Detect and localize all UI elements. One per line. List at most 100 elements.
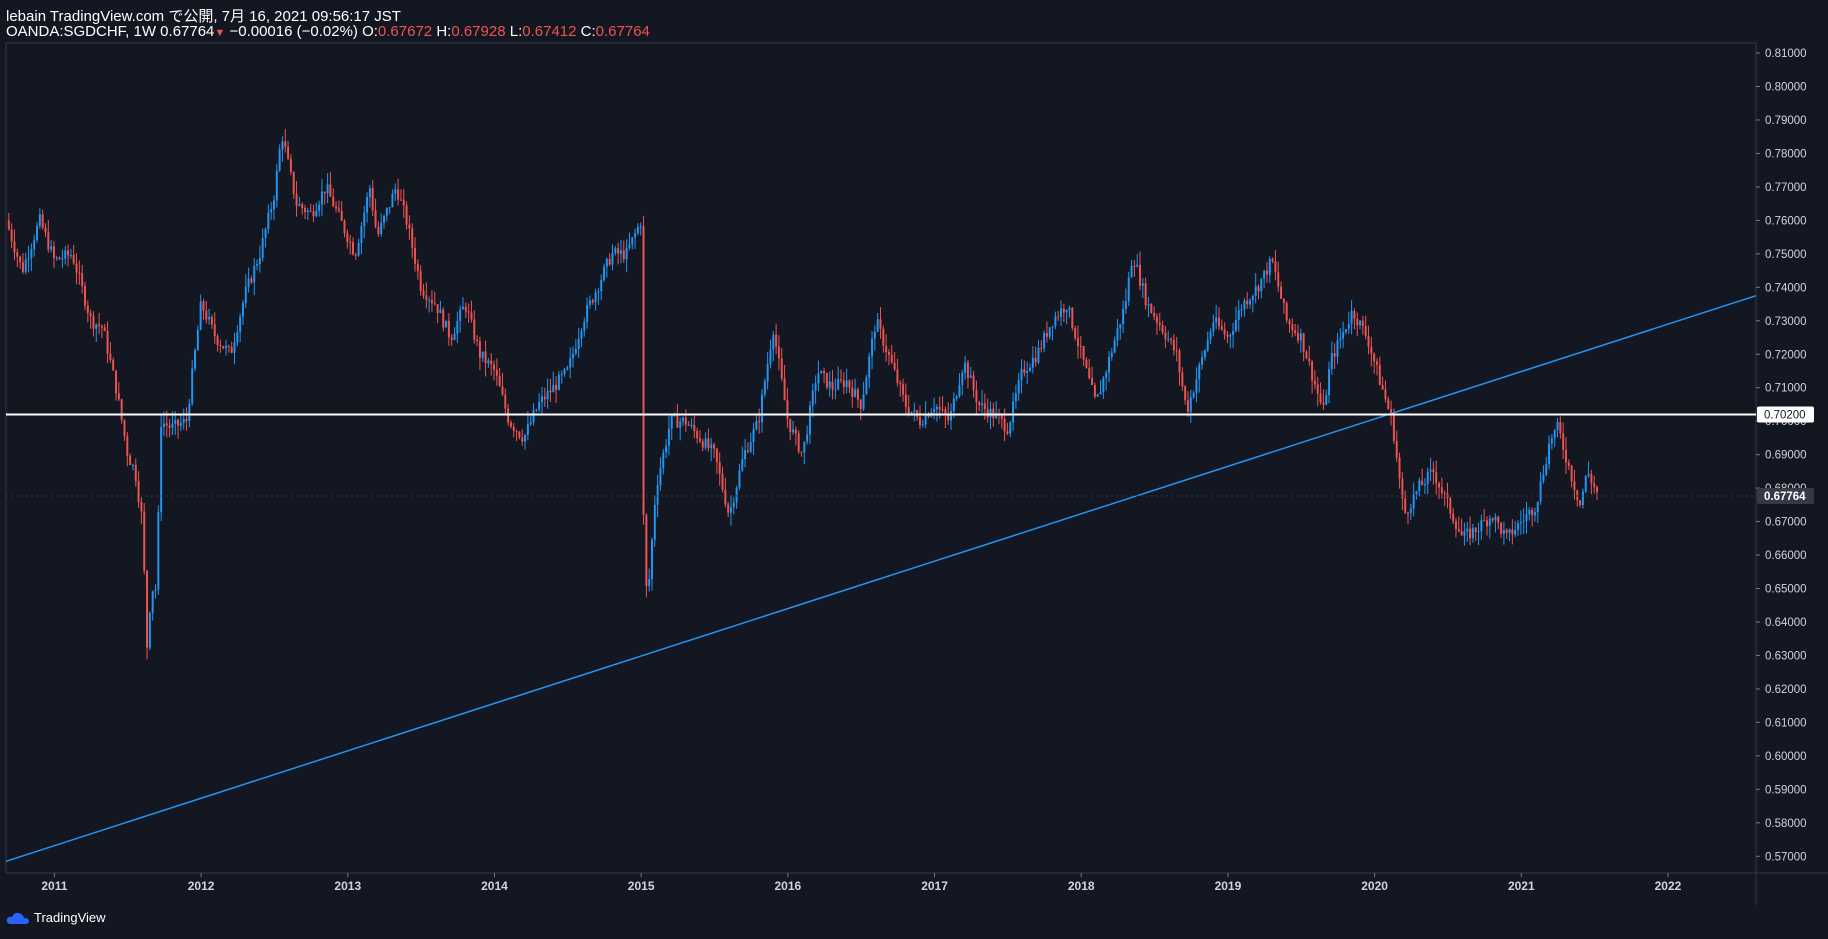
candle-body	[665, 445, 668, 453]
candle-body	[194, 350, 196, 369]
candle-body	[597, 291, 600, 293]
candle-body	[1559, 421, 1562, 434]
horizontal-level-label: 0.70200	[1764, 409, 1806, 421]
candle-body	[727, 504, 730, 513]
candle-body	[1223, 329, 1226, 335]
candle-body	[1319, 393, 1322, 403]
candle-body	[1500, 522, 1503, 534]
candle-body	[1057, 316, 1060, 318]
candle-body	[1243, 300, 1246, 310]
candle-body	[1265, 270, 1268, 275]
candle-body	[69, 254, 72, 256]
candle-body	[1020, 369, 1023, 381]
candle-body	[1229, 335, 1232, 337]
x-tick-label: 2015	[628, 879, 655, 893]
candle-body	[1076, 338, 1079, 347]
candle-body	[1460, 531, 1463, 536]
candle-body	[148, 612, 151, 648]
candle-body	[806, 434, 809, 442]
candle-body	[1392, 413, 1395, 442]
candle-body	[710, 444, 713, 449]
candle-body	[1277, 272, 1280, 287]
candle-body	[1034, 357, 1037, 363]
candle-body	[1105, 372, 1108, 378]
candle-body	[538, 401, 541, 410]
candle-body	[351, 242, 354, 255]
candle-body	[247, 278, 250, 287]
candle-body	[332, 196, 335, 207]
candle-body	[227, 345, 230, 348]
candle-body	[586, 304, 589, 322]
candle-body	[1218, 317, 1220, 327]
candle-body	[58, 257, 61, 260]
candle-body	[1144, 283, 1147, 306]
candle-body	[591, 300, 594, 303]
candle-body	[1161, 325, 1164, 333]
candle-body	[732, 502, 735, 508]
candle-body	[1593, 483, 1596, 488]
candle-body	[1119, 324, 1122, 329]
candle-body	[625, 247, 628, 260]
candle-body	[966, 362, 969, 378]
candle-body	[306, 210, 309, 213]
candle-body	[1505, 530, 1508, 533]
candle-body	[44, 227, 47, 233]
candle-body	[1488, 518, 1491, 527]
candle-body	[157, 512, 160, 590]
candle-body	[1567, 462, 1570, 466]
candle-body	[552, 384, 555, 393]
candle-body	[952, 398, 955, 412]
candle-body	[89, 313, 92, 317]
candle-body	[947, 414, 950, 421]
x-tick-label: 2012	[188, 879, 215, 893]
candle-body	[540, 396, 543, 402]
candle-body	[777, 346, 780, 359]
candle-body	[385, 208, 388, 216]
candle-body	[1093, 385, 1096, 397]
candle-body	[495, 369, 498, 376]
y-tick-label: 0.57000	[1765, 851, 1807, 863]
candle-body	[1584, 475, 1587, 492]
candle-body	[360, 226, 363, 244]
close-label: C:	[580, 23, 596, 40]
candle-body	[572, 353, 574, 359]
candle-body	[738, 470, 741, 488]
candle-body	[1322, 402, 1325, 405]
candle-body	[696, 431, 699, 439]
candle-body	[1511, 529, 1514, 535]
candle-body	[724, 489, 727, 505]
candle-body	[1353, 310, 1356, 319]
candle-body	[78, 272, 81, 274]
candle-body	[1280, 286, 1283, 299]
candle-body	[794, 429, 797, 434]
candle-body	[746, 450, 749, 452]
candle-body	[357, 243, 360, 256]
candle-body	[81, 273, 84, 287]
candle-body	[1449, 497, 1452, 514]
candle-body	[411, 228, 414, 248]
candle-body	[1000, 415, 1003, 420]
candle-body	[1023, 369, 1026, 374]
candle-body	[975, 389, 978, 403]
candle-body	[1418, 480, 1421, 492]
candle-body	[270, 209, 273, 213]
tradingview-logo[interactable]: TradingView	[6, 910, 106, 925]
candle-body	[910, 411, 913, 414]
candle-body	[698, 438, 701, 442]
candle-body	[687, 424, 690, 426]
candle-body	[744, 450, 747, 460]
candle-body	[199, 301, 202, 330]
candle-body	[349, 242, 352, 244]
candle-body	[21, 262, 24, 272]
low-label: L:	[509, 23, 523, 40]
candle-body	[1297, 333, 1299, 341]
candle-body	[899, 382, 902, 385]
candle-body	[1528, 509, 1531, 515]
candle-body	[112, 359, 115, 371]
candle-body	[526, 424, 529, 435]
candle-body	[876, 319, 879, 332]
candle-body	[1491, 518, 1494, 521]
candle-body	[1110, 352, 1113, 357]
candle-body	[560, 374, 563, 376]
